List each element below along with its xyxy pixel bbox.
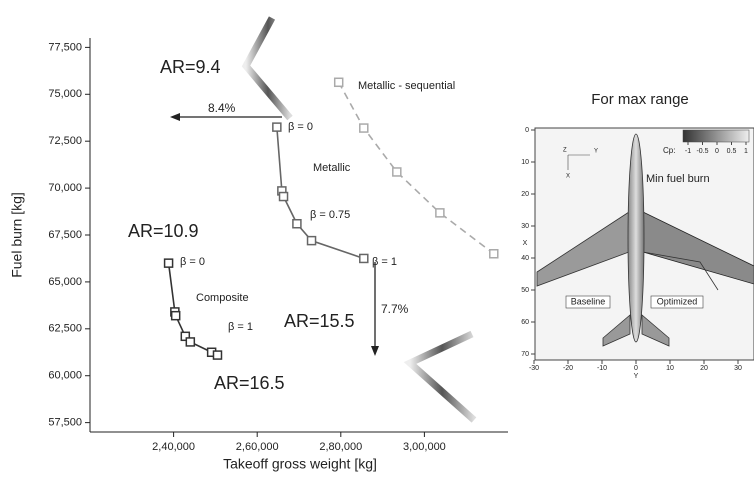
point-marker <box>489 249 499 259</box>
y-tick-label: 60,000 <box>48 370 82 382</box>
arrow-head <box>170 113 180 121</box>
point-marker <box>333 77 344 88</box>
colorbar <box>682 129 750 143</box>
point-marker <box>306 235 317 246</box>
axis-glyph: Z <box>563 148 567 154</box>
label-box <box>565 295 611 309</box>
fuselage <box>627 133 645 343</box>
wing-shape <box>241 16 293 121</box>
x-tick-label: 2,60,000 <box>236 441 279 453</box>
point-marker <box>212 350 223 360</box>
point-marker <box>272 122 282 132</box>
colorbar-label: Cp: <box>663 146 675 155</box>
tail <box>641 314 670 347</box>
colorbar-tick-label: 0 <box>715 148 719 155</box>
axis-glyph: X <box>566 174 570 180</box>
x-tick-label: 2,80,000 <box>319 441 362 453</box>
point-marker <box>392 167 402 177</box>
annotation: AR=16.5 <box>214 373 285 393</box>
y-tick-label: 77,500 <box>48 41 82 53</box>
series-line <box>338 81 495 255</box>
inset-label: Optimized <box>657 296 698 306</box>
annotation: 8.4% <box>208 101 236 115</box>
outline <box>642 251 719 291</box>
colorbar-tick-label: 1 <box>744 148 748 155</box>
inset-y-tick-label: 20 <box>521 191 529 198</box>
annotation: β = 0 <box>288 121 313 133</box>
point-marker <box>292 218 302 229</box>
axis-glyph: Y <box>594 149 598 155</box>
inset-y-tick-label: 10 <box>521 159 529 166</box>
y-tick-label: 72,500 <box>48 135 82 147</box>
y-tick-label: 62,500 <box>48 323 82 335</box>
inset-label: Min fuel burn <box>646 173 710 185</box>
y-tick-label: 75,000 <box>48 88 82 100</box>
inset-x-tick-label: -30 <box>529 365 539 372</box>
colorbar-tick-label: 0.5 <box>727 148 737 155</box>
inset-y-tick-label: 0 <box>525 127 529 134</box>
tail <box>602 314 631 347</box>
series-line <box>276 127 365 260</box>
inset-drawing <box>535 128 754 360</box>
annotation: β = 0 <box>180 256 205 268</box>
inset-x-tick-label: 10 <box>666 365 674 372</box>
point-marker <box>163 258 174 268</box>
x-tick-label: 2,40,000 <box>152 441 195 453</box>
arrow-head <box>371 346 379 356</box>
x-axis-label: Takeoff gross weight [kg] <box>223 456 377 472</box>
inset-x-label: Y <box>634 373 639 380</box>
inset-y-tick-label: 70 <box>521 351 529 358</box>
annotation: 7.7% <box>381 302 409 316</box>
series-label: Metallic <box>313 162 351 174</box>
inset-frame <box>534 127 754 361</box>
inset-y-tick-label: 50 <box>521 287 529 294</box>
annotation: AR=10.9 <box>128 221 199 241</box>
x-tick-label: 3,00,000 <box>403 441 446 453</box>
inset-x-tick-label: 0 <box>634 365 638 372</box>
inset-x-tick-label: -10 <box>597 365 607 372</box>
inset-y-label: X <box>523 240 528 247</box>
inset-x-tick-label: 30 <box>734 365 742 372</box>
wing-shape <box>403 330 477 423</box>
colorbar-tick-label: -1 <box>685 148 691 155</box>
annotation: β = 0.75 <box>310 209 350 221</box>
inset-x-tick-label: -20 <box>563 365 573 372</box>
series-label: Metallic - sequential <box>358 80 455 92</box>
inset-label: Baseline <box>571 296 606 306</box>
annotation: β = 1 <box>228 321 253 333</box>
annotation: AR=9.4 <box>160 57 221 77</box>
point-marker <box>185 337 196 347</box>
y-axis-label: Fuel burn [kg] <box>9 192 25 278</box>
inset-title: For max range <box>591 91 689 108</box>
annotation: AR=15.5 <box>284 311 355 331</box>
point-marker <box>359 123 369 133</box>
series-label: Composite <box>196 292 249 304</box>
inset-x-tick-label: 20 <box>700 365 708 372</box>
inset-y-tick-label: 60 <box>521 319 529 326</box>
point-marker <box>359 253 369 264</box>
y-tick-label: 65,000 <box>48 276 82 288</box>
point-marker <box>180 331 191 342</box>
point-marker <box>435 208 445 218</box>
point-marker <box>278 191 289 202</box>
inset-y-tick-label: 40 <box>521 255 529 262</box>
y-tick-label: 57,500 <box>48 417 82 429</box>
label-box <box>650 295 704 309</box>
y-tick-label: 67,500 <box>48 229 82 241</box>
annotation: β = 1 <box>372 256 397 268</box>
inset-y-tick-label: 30 <box>521 223 529 230</box>
point-marker <box>170 310 181 321</box>
colorbar-tick-label: -0.5 <box>696 148 708 155</box>
y-tick-label: 70,000 <box>48 182 82 194</box>
